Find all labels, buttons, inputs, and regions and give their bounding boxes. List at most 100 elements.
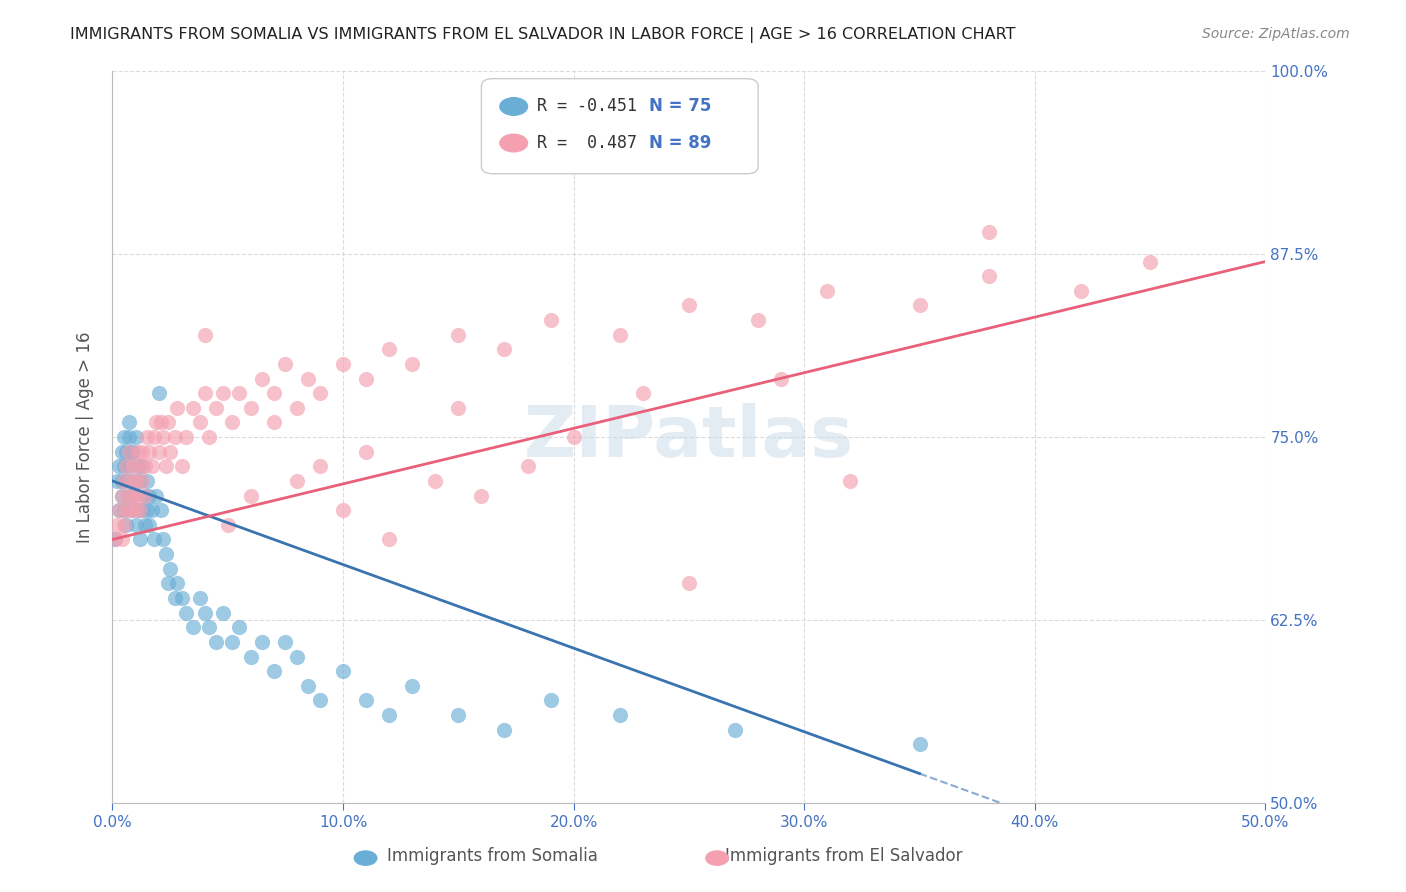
Point [129, 533, 152, 547]
Point [205, 635, 228, 649]
Point [120, 474, 142, 488]
Point [174, 606, 197, 620]
Point [977, 269, 1000, 284]
Point [170, 459, 193, 474]
Point [354, 371, 377, 385]
Point [188, 591, 211, 605]
Point [112, 430, 135, 444]
Point [908, 298, 931, 312]
Point [108, 459, 131, 474]
Point [115, 517, 138, 532]
Point [401, 357, 423, 371]
Circle shape [501, 135, 527, 152]
Point [141, 503, 163, 517]
Point [678, 576, 700, 591]
Point [143, 533, 166, 547]
Text: N = 75: N = 75 [648, 97, 711, 115]
Point [309, 386, 332, 401]
Point [117, 430, 139, 444]
Point [127, 489, 149, 503]
Point [194, 327, 217, 342]
Point [221, 635, 243, 649]
Point [815, 284, 838, 298]
Point [163, 591, 186, 605]
Point [205, 401, 228, 415]
Point [122, 489, 145, 503]
Point [111, 444, 134, 458]
Point [378, 708, 401, 723]
Point [263, 416, 285, 430]
Point [131, 459, 153, 474]
Point [212, 606, 235, 620]
Point [285, 649, 308, 664]
Point [285, 401, 308, 415]
Point [127, 503, 149, 517]
Point [163, 430, 186, 444]
Point [124, 474, 146, 488]
Point [117, 444, 139, 458]
Point [332, 664, 354, 678]
Point [112, 503, 135, 517]
Point [124, 517, 146, 532]
Point [141, 459, 163, 474]
Point [252, 635, 274, 649]
Point [127, 459, 149, 474]
Point [134, 517, 156, 532]
Point [134, 459, 156, 474]
Point [112, 459, 135, 474]
Text: Source: ZipAtlas.com: Source: ZipAtlas.com [1202, 27, 1350, 41]
Point [117, 489, 139, 503]
Point [122, 489, 145, 503]
Point [239, 401, 262, 415]
Point [120, 474, 142, 488]
Point [117, 416, 139, 430]
Point [138, 517, 160, 532]
Point [174, 430, 197, 444]
Point [447, 401, 470, 415]
Point [111, 489, 134, 503]
Point [977, 225, 1000, 239]
Point [332, 357, 354, 371]
Point [115, 474, 138, 488]
Point [120, 444, 142, 458]
Point [470, 489, 492, 503]
Point [159, 444, 181, 458]
Point [136, 474, 159, 488]
Point [105, 517, 128, 532]
Point [562, 430, 585, 444]
Point [131, 503, 153, 517]
Text: N = 89: N = 89 [648, 134, 711, 152]
Point [145, 416, 167, 430]
Point [908, 737, 931, 751]
Point [155, 547, 177, 561]
Point [155, 459, 177, 474]
Point [117, 459, 139, 474]
Point [170, 591, 193, 605]
Text: R =  0.487: R = 0.487 [537, 134, 637, 152]
Point [181, 401, 204, 415]
Point [354, 444, 377, 458]
Point [194, 606, 217, 620]
Point [228, 620, 250, 634]
Point [159, 562, 181, 576]
Point [120, 503, 142, 517]
Point [724, 723, 747, 737]
Text: R = -0.451: R = -0.451 [537, 97, 637, 115]
Point [134, 489, 156, 503]
Point [108, 503, 131, 517]
Point [198, 620, 221, 634]
Text: ZIPatlas: ZIPatlas [524, 402, 853, 472]
Point [112, 517, 135, 532]
Point [134, 489, 156, 503]
Point [263, 386, 285, 401]
Point [138, 489, 160, 503]
Point [378, 533, 401, 547]
Point [124, 430, 146, 444]
Point [297, 371, 319, 385]
Text: Immigrants from El Salvador: Immigrants from El Salvador [725, 847, 962, 865]
Point [104, 533, 127, 547]
Point [166, 576, 188, 591]
Point [131, 444, 153, 458]
Text: IMMIGRANTS FROM SOMALIA VS IMMIGRANTS FROM EL SALVADOR IN LABOR FORCE | AGE > 16: IMMIGRANTS FROM SOMALIA VS IMMIGRANTS FR… [70, 27, 1015, 43]
Point [212, 386, 235, 401]
